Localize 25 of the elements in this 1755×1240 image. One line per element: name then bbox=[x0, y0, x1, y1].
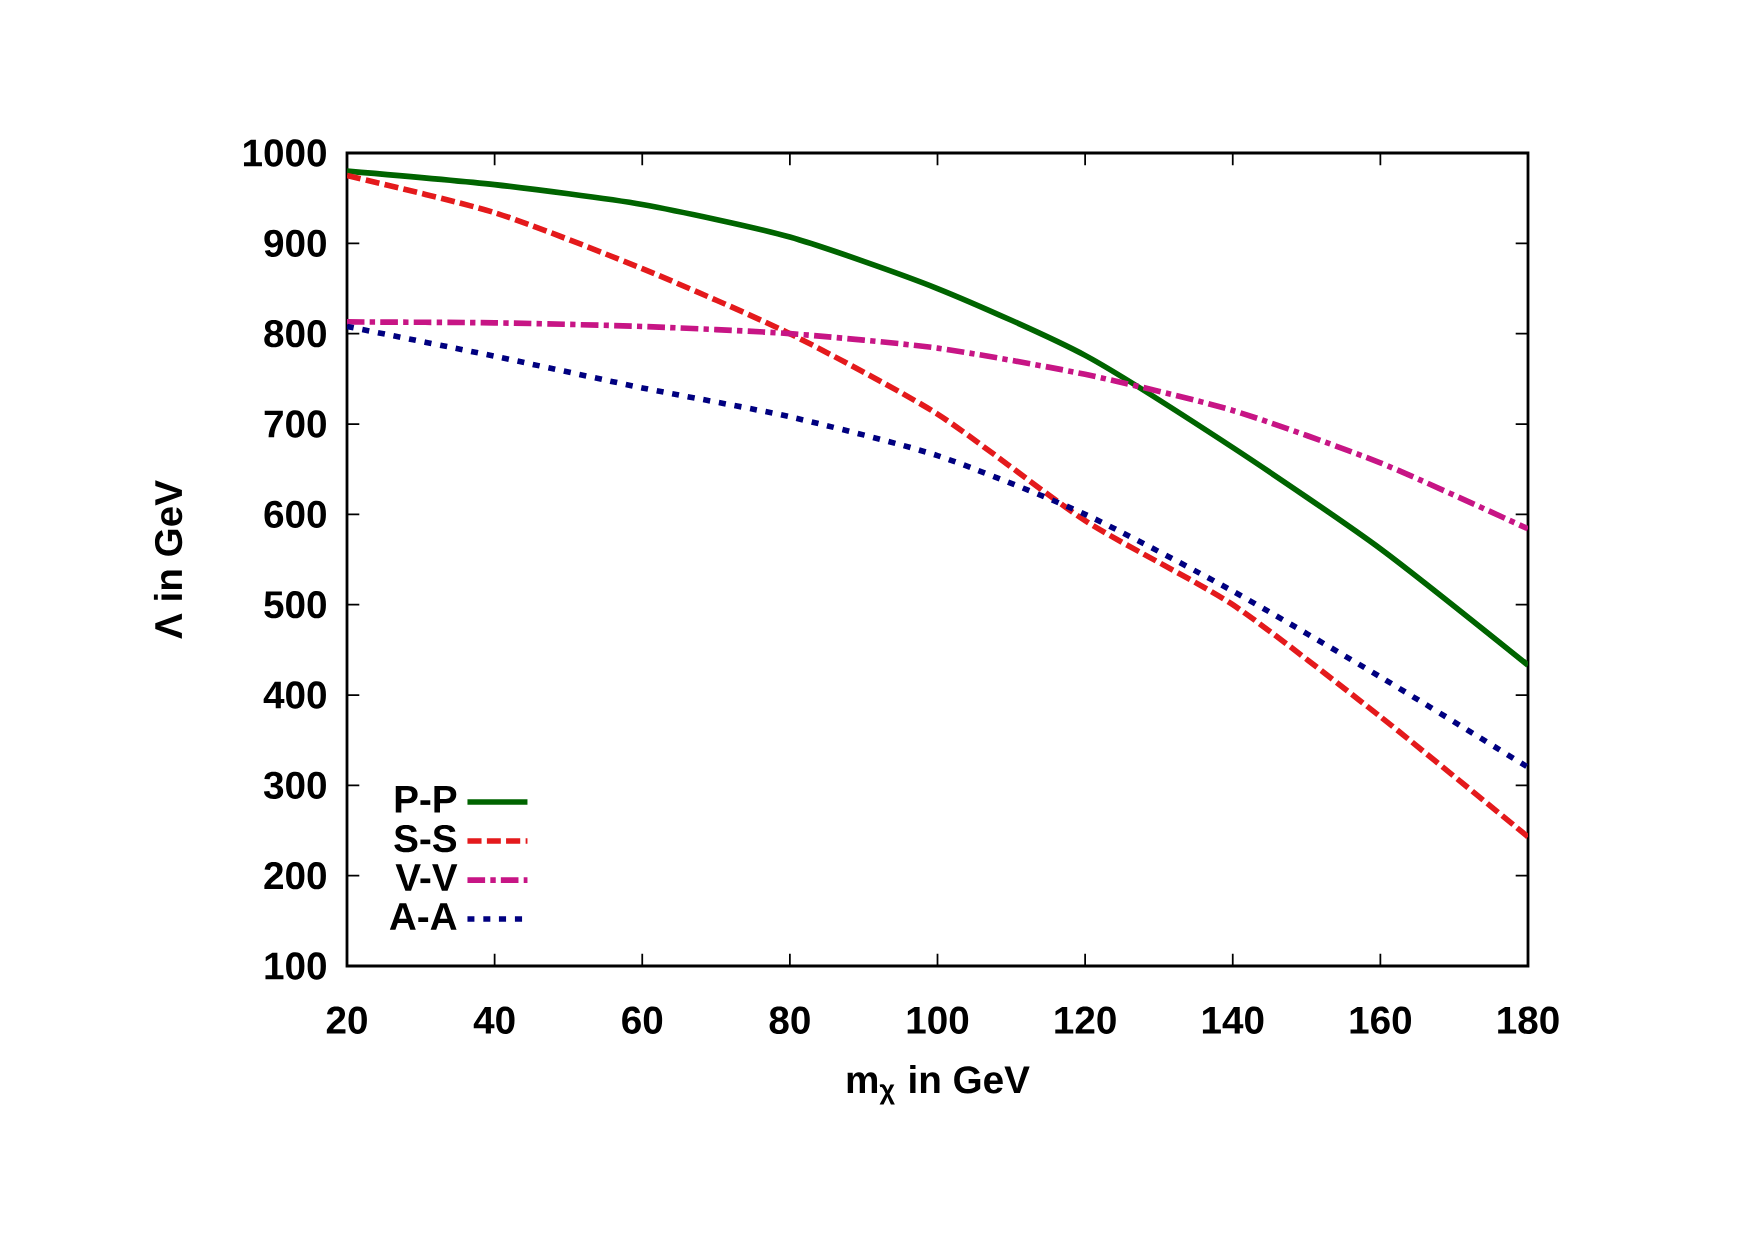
x-tick-label: 180 bbox=[1498, 1006, 1559, 1034]
y-tick-label: 700 bbox=[264, 410, 326, 438]
y-tick-label: 400 bbox=[263, 681, 326, 709]
legend-label: P-P bbox=[395, 786, 457, 813]
y-tick-label: 1000 bbox=[243, 139, 326, 167]
x-tick-label: 40 bbox=[473, 1006, 515, 1034]
y-tick-label: 900 bbox=[264, 229, 326, 258]
y-tick-label: 100 bbox=[265, 952, 326, 980]
x-axis-title: m$_{χ}$ in GeV bbox=[847, 1065, 1030, 1105]
legend-label: A-A bbox=[389, 903, 457, 930]
y-tick-label: 200 bbox=[264, 862, 326, 890]
x-tick-label: 140 bbox=[1202, 1006, 1264, 1034]
x-tick-label: 160 bbox=[1350, 1006, 1412, 1034]
x-tick-label: 20 bbox=[326, 1006, 367, 1034]
y-tick-label: 300 bbox=[263, 771, 326, 800]
x-tick-label: 100 bbox=[907, 1006, 969, 1034]
x-tick-label: 120 bbox=[1055, 1006, 1116, 1034]
legend-label: V-V bbox=[395, 864, 458, 891]
x-tick-label: 80 bbox=[769, 1006, 810, 1034]
x-tick-label: 60 bbox=[622, 1006, 663, 1034]
y-tick-label: 600 bbox=[264, 500, 326, 529]
y-tick-label: 500 bbox=[264, 591, 326, 619]
legend-label: S-S bbox=[394, 824, 457, 853]
y-axis-title: Λ in GeV bbox=[153, 480, 183, 639]
y-tick-label: 800 bbox=[264, 320, 326, 348]
